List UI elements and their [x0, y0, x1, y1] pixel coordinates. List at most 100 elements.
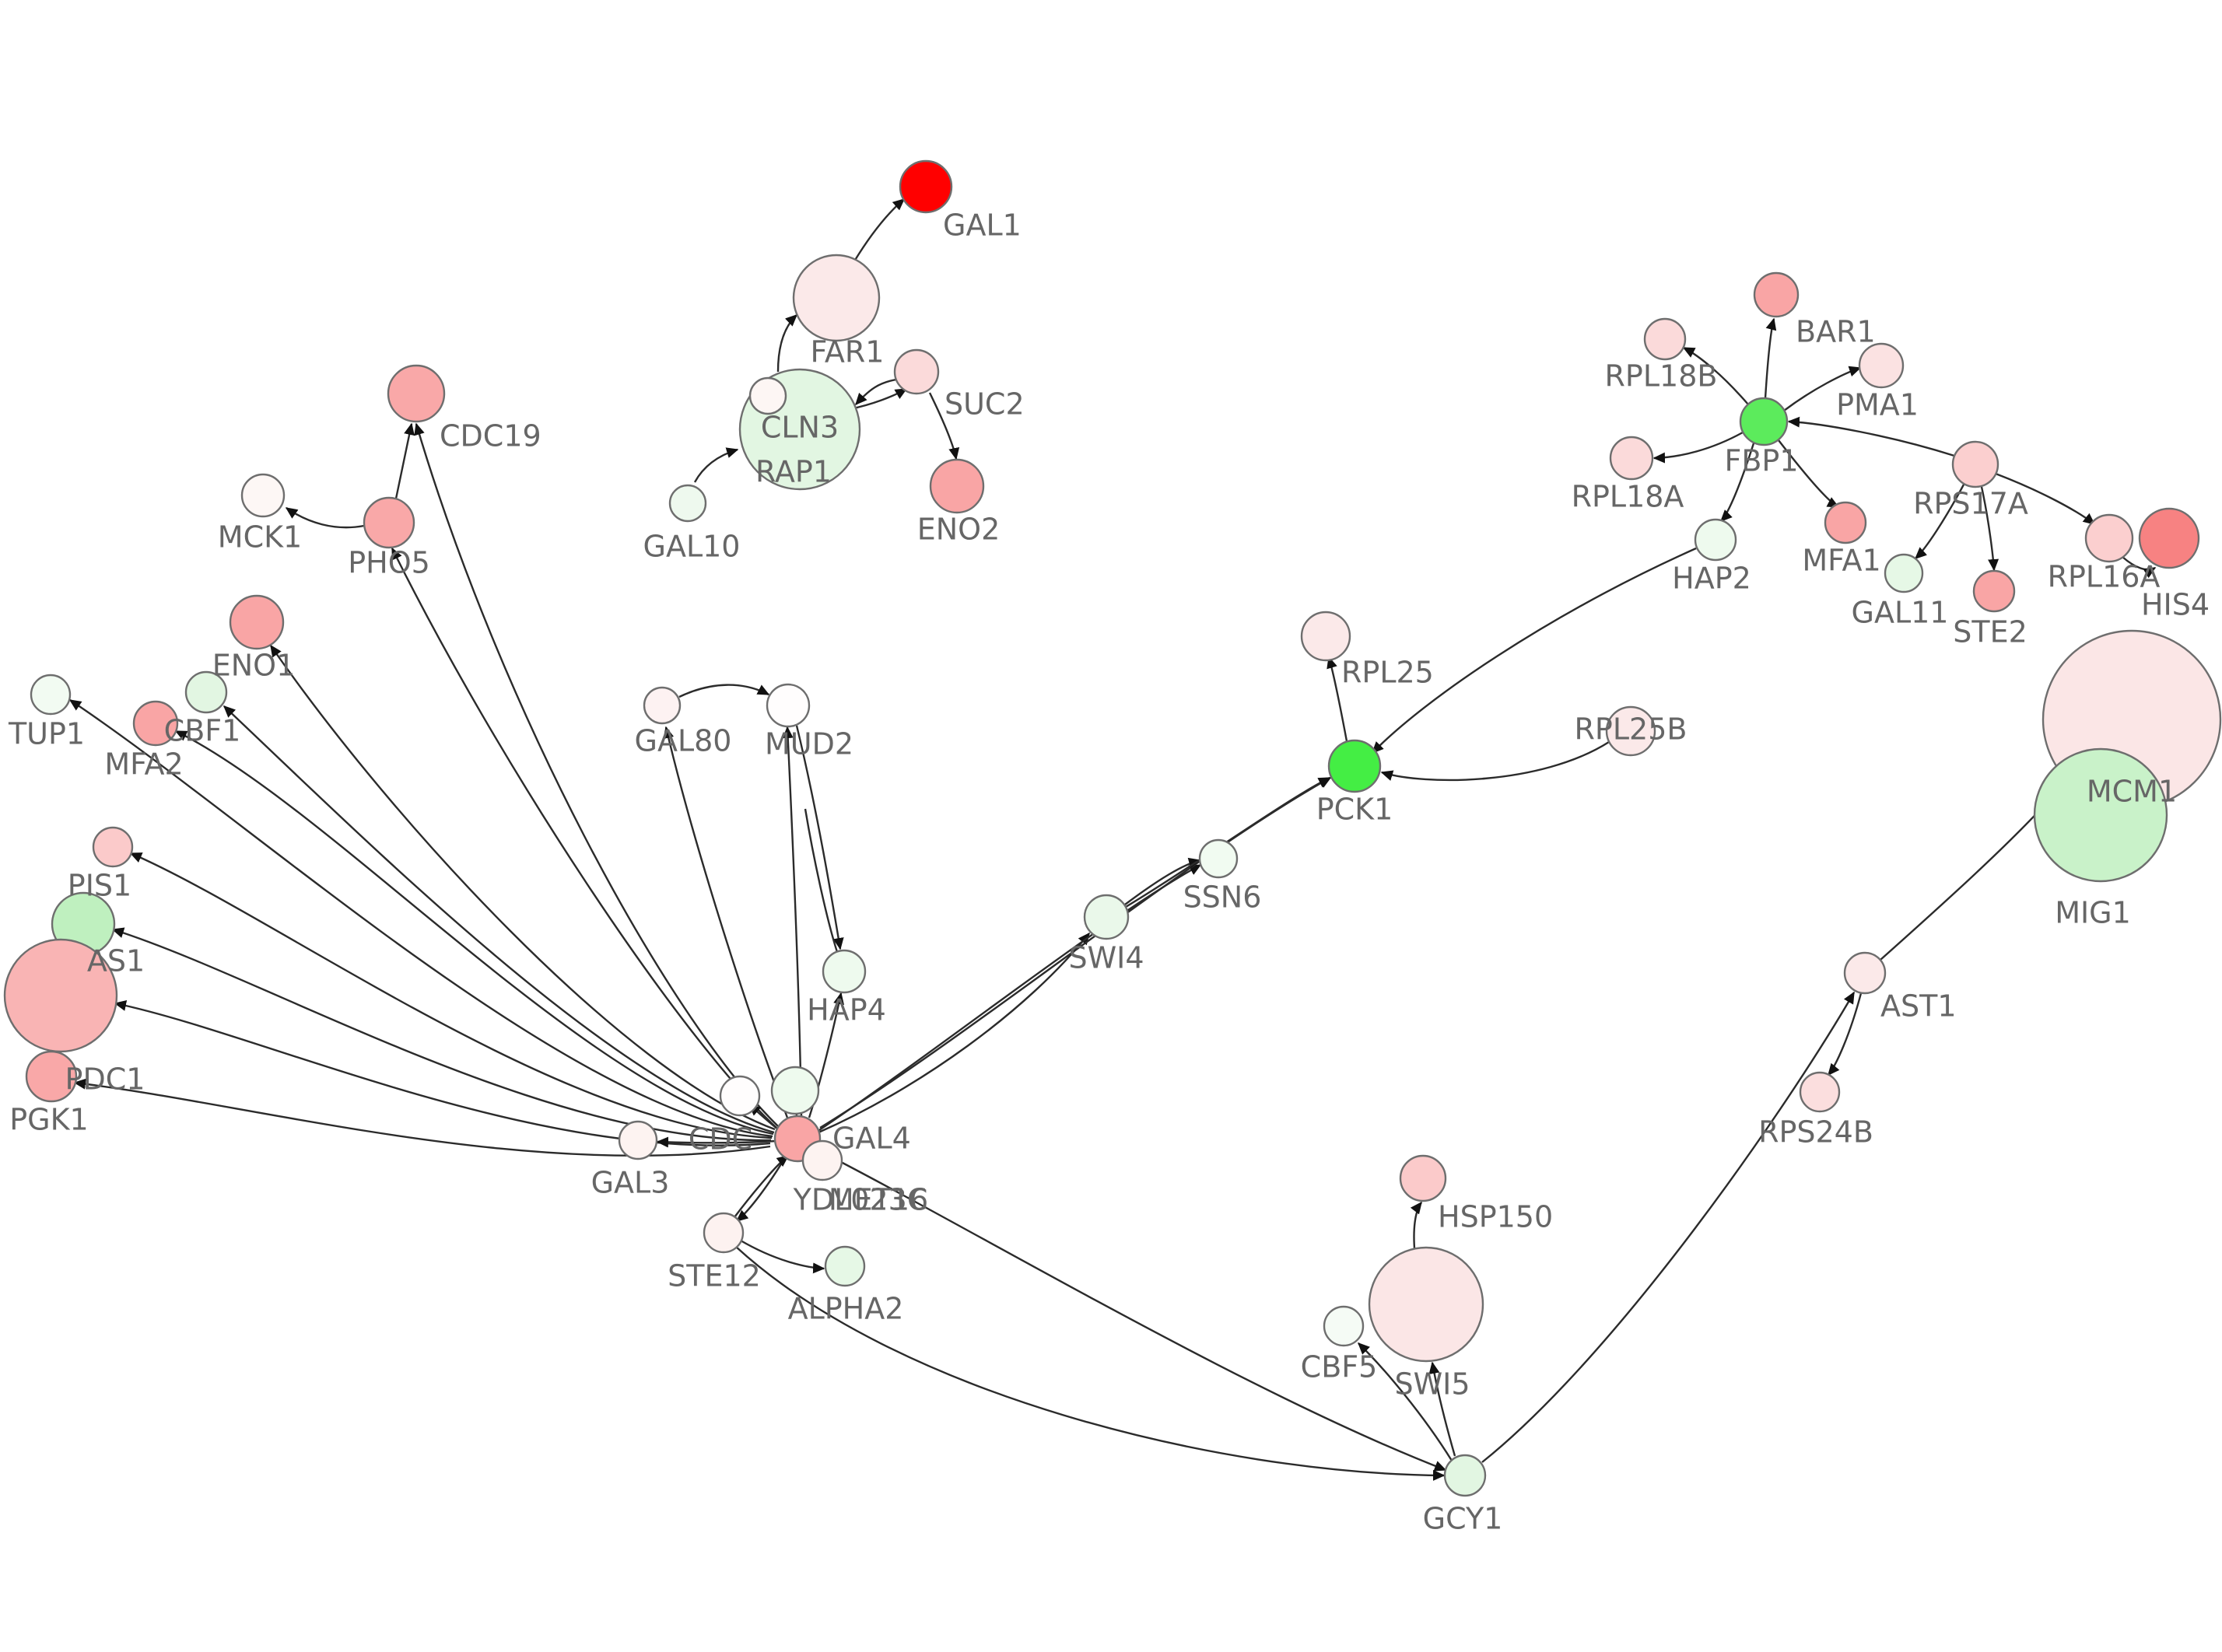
graph-node-hsp150[interactable]	[1399, 1154, 1447, 1202]
graph-node-tup1[interactable]	[30, 674, 72, 716]
node-label-mfa2: MFA2	[104, 747, 183, 782]
graph-node-gal3[interactable]	[618, 1120, 658, 1160]
graph-node-ste12[interactable]	[703, 1212, 745, 1254]
graph-node-ydl023c[interactable]	[801, 1139, 843, 1181]
graph-node-cdc19[interactable]	[387, 364, 446, 423]
graph-node-eno1[interactable]	[229, 594, 285, 650]
edge-GCY1-to-SWI5	[1428, 1361, 1456, 1457]
node-label-as1: AS1	[87, 944, 145, 978]
graph-node-swi4[interactable]	[1083, 894, 1130, 940]
graph-node-met16[interactable]	[770, 1066, 820, 1115]
graph-node-cdc[interactable]	[719, 1075, 761, 1117]
node-label-eno2: ENO2	[917, 513, 1001, 547]
graph-node-mfa2[interactable]	[132, 700, 179, 747]
node-label-ssn6: SSN6	[1183, 880, 1262, 915]
edge-GAL4-to-PIS1	[129, 852, 773, 1139]
edge-STE12-to-GAL4	[734, 1155, 790, 1218]
graph-node-gcy1[interactable]	[1443, 1454, 1487, 1497]
graph-node-far1[interactable]	[792, 254, 881, 342]
node-label-hap2: HAP2	[1672, 562, 1751, 596]
edge-GAL4-to-GAL3	[656, 1136, 777, 1148]
edge-RPS17A-to-GAL11	[1914, 484, 1965, 559]
edge-PHO5-to-MCK1	[285, 507, 365, 529]
node-label-cln3: CLN3	[761, 411, 839, 445]
graph-node-rpl25b[interactable]	[1605, 705, 1656, 757]
edge-SUC2-to-CLN3	[855, 378, 897, 406]
label-layer: GAL1 FAR1 SUC2 ENO2 CLN3 RAP1 GAL10 CDC19 MCK1 PH…	[8, 208, 2210, 1536]
node-label-pgk1: PGK1	[9, 1103, 88, 1137]
node-label-swi4: SWI4	[1068, 941, 1144, 975]
graph-node-mck1[interactable]	[240, 473, 286, 518]
graph-node-rps24b[interactable]	[1799, 1071, 1841, 1113]
graph-node-rpl16a[interactable]	[2084, 513, 2134, 563]
edge-HAP2-to-PCK1_long	[1372, 547, 1697, 754]
node-label-rps24b: RPS24B	[1758, 1115, 1873, 1150]
graph-node-hap4[interactable]	[822, 949, 867, 994]
graph-node-gal1[interactable]	[899, 159, 953, 214]
node-label-hap4: HAP4	[807, 993, 886, 1027]
edge-GAL80-to-MUD2	[678, 684, 770, 698]
graph-node-alpha2[interactable]	[824, 1245, 866, 1287]
edge-RPS17A-to-FBP1	[1787, 416, 1955, 457]
graph-node-mud2[interactable]	[766, 683, 811, 728]
graph-node-swi5[interactable]	[1368, 1246, 1484, 1363]
graph-node-suc2[interactable]	[893, 348, 940, 395]
edge-HAP4-to-GAL4	[804, 808, 839, 953]
graph-node-rps17a[interactable]	[1951, 440, 1999, 488]
node-label-rps17a: RPS17A	[1913, 487, 2028, 521]
graph-node-gal10[interactable]	[668, 484, 707, 523]
graph-node-pdc1[interactable]	[3, 938, 118, 1053]
graph-node-pis1[interactable]	[92, 826, 134, 868]
graph-node-ste2[interactable]	[1972, 569, 2016, 613]
node-label-mck1: MCK1	[218, 520, 302, 555]
graph-node-rpl18b[interactable]	[1643, 317, 1687, 361]
edge-STE12-to-GCY1	[735, 1246, 1446, 1481]
node-label-bar1: BAR1	[1796, 315, 1876, 349]
graph-node-bar1[interactable]	[1753, 271, 1800, 318]
graph-node-rpl18a[interactable]	[1609, 436, 1654, 481]
node-label-pho5: PHO5	[348, 546, 430, 580]
graph-node-mig1[interactable]	[2033, 747, 2168, 883]
node-label-ydl023c: YDL023C	[793, 1183, 928, 1217]
graph-node-his4[interactable]	[2138, 507, 2200, 569]
node-label-cbf5: CBF5	[1301, 1350, 1378, 1384]
edge-SWI4-to-SSN6	[1124, 857, 1201, 905]
graph-node-pho5[interactable]	[363, 496, 415, 549]
edge-FBP1-to-HAP2	[1720, 443, 1755, 522]
edge-GAL4-to-CDC19	[414, 422, 779, 1127]
node-label-mcm1: MCM1	[2087, 775, 2177, 809]
edge-FBP1-to-RPL18B	[1682, 346, 1749, 405]
graph-node-pgk1[interactable]	[25, 1050, 78, 1103]
node-label-mig1: MIG1	[2055, 896, 2131, 930]
graph-node-pck1[interactable]	[1327, 739, 1382, 793]
node-label-pck1: PCK1	[1316, 793, 1393, 827]
graph-node-eno2[interactable]	[929, 458, 985, 514]
node-label-gal3: GAL3	[591, 1166, 670, 1200]
node-label-swi5: SWI5	[1394, 1367, 1470, 1402]
graph-node-pma1[interactable]	[1858, 342, 1905, 389]
node-label-gal4: GAL4	[832, 1122, 911, 1156]
edge-GAL4-to-MFA2	[174, 730, 774, 1136]
node-label-pma1: PMA1	[1836, 388, 1919, 422]
graph-node-ssn6[interactable]	[1198, 838, 1239, 879]
graph-node-cbf5[interactable]	[1323, 1305, 1365, 1347]
graph-node-rpl25[interactable]	[1300, 611, 1351, 662]
graph-node-rap1[interactable]	[748, 376, 787, 415]
graph-node-ast1[interactable]	[1843, 951, 1887, 995]
node-layer[interactable]	[3, 159, 2222, 1497]
graph-node-fbp1[interactable]	[1739, 397, 1789, 446]
graph-node-cbf1[interactable]	[184, 670, 228, 714]
node-label-eno1: ENO1	[212, 649, 296, 683]
graph-node-mfa1[interactable]	[1824, 501, 1867, 544]
node-label-rpl18b: RPL18B	[1605, 359, 1718, 394]
edge-GAL4-to-TUP1	[68, 699, 773, 1138]
graph-node-hap2[interactable]	[1694, 518, 1737, 562]
edge-RPL25B-to-PCK1	[1380, 740, 1610, 782]
edge-GCY1-to-CBF5	[1357, 1342, 1453, 1461]
node-label-tup1: TUP1	[8, 717, 85, 751]
edge-AST1-to-RPS24B	[1828, 992, 1863, 1076]
graph-node-gal80[interactable]	[643, 686, 682, 725]
edge-GAL4-to-GAL80	[663, 726, 789, 1118]
graph-node-gal11[interactable]	[1884, 553, 1924, 593]
